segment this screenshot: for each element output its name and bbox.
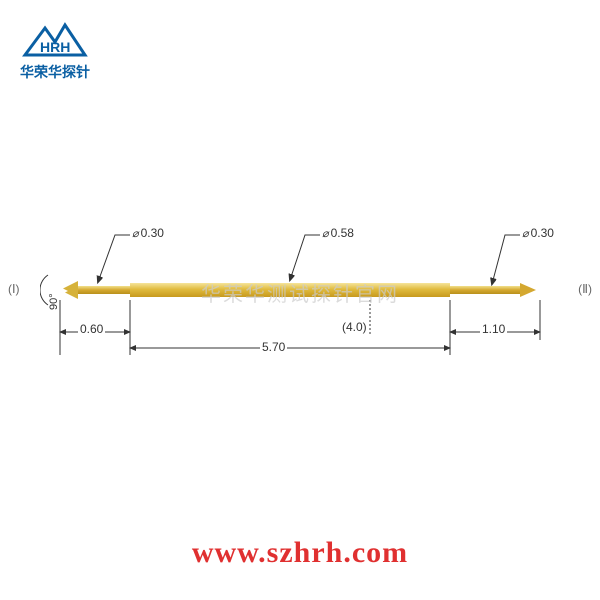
len-total-mid: 5.70	[260, 340, 287, 354]
logo-text: 华荣华探针	[20, 62, 90, 82]
horizontal-dimensions	[0, 200, 600, 380]
logo-mark-icon: HRH	[20, 20, 90, 60]
probe-diagram: (Ⅰ) (Ⅱ) 90° 华荣华测试探针官网 ⌀0.30 ⌀0.58 ⌀0.30	[0, 200, 600, 400]
website-url: www.szhrh.com	[0, 536, 600, 570]
brand-logo: HRH 华荣华探针	[20, 20, 90, 82]
len-tip-right: 1.10	[480, 322, 507, 336]
len-tip-left: 0.60	[78, 322, 105, 336]
logo-abbrev: HRH	[40, 39, 70, 55]
len-body-paren: (4.0)	[340, 320, 369, 334]
